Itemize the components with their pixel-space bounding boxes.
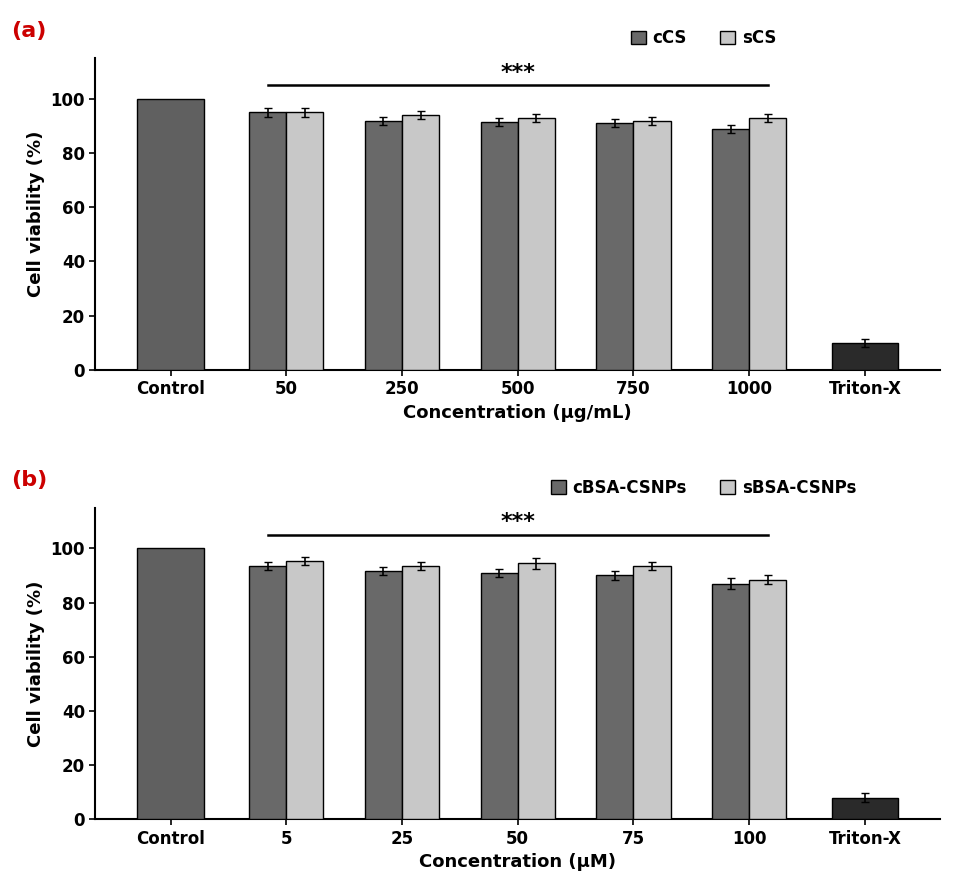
Text: (b): (b) — [11, 470, 47, 491]
Text: ***: *** — [501, 512, 535, 533]
Bar — [518, 118, 554, 369]
Y-axis label: Cell viability (%): Cell viability (%) — [27, 581, 45, 747]
Bar — [480, 573, 518, 819]
Bar — [137, 99, 204, 369]
Bar — [137, 549, 204, 819]
Legend: cBSA-CSNPs, sBSA-CSNPs: cBSA-CSNPs, sBSA-CSNPs — [551, 479, 856, 497]
X-axis label: Concentration (μg/mL): Concentration (μg/mL) — [404, 404, 632, 422]
Text: ***: *** — [501, 62, 535, 83]
Bar — [402, 566, 439, 819]
Bar — [712, 128, 750, 369]
Bar — [712, 583, 750, 819]
Bar — [518, 563, 554, 819]
Bar — [286, 112, 323, 369]
Bar — [750, 118, 786, 369]
Bar — [480, 122, 518, 369]
Bar — [831, 797, 899, 819]
Y-axis label: Cell viability (%): Cell viability (%) — [27, 131, 45, 297]
Bar — [286, 560, 323, 819]
Bar — [249, 112, 286, 369]
Bar — [249, 566, 286, 819]
X-axis label: Concentration (μM): Concentration (μM) — [419, 853, 616, 871]
Bar — [633, 120, 671, 369]
Bar — [831, 343, 899, 369]
Bar — [597, 123, 633, 369]
Bar — [402, 115, 439, 369]
Text: (a): (a) — [11, 21, 46, 41]
Legend: cCS, sCS: cCS, sCS — [631, 29, 776, 47]
Bar — [750, 580, 786, 819]
Bar — [633, 566, 671, 819]
Bar — [365, 120, 402, 369]
Bar — [597, 575, 633, 819]
Bar — [365, 572, 402, 819]
